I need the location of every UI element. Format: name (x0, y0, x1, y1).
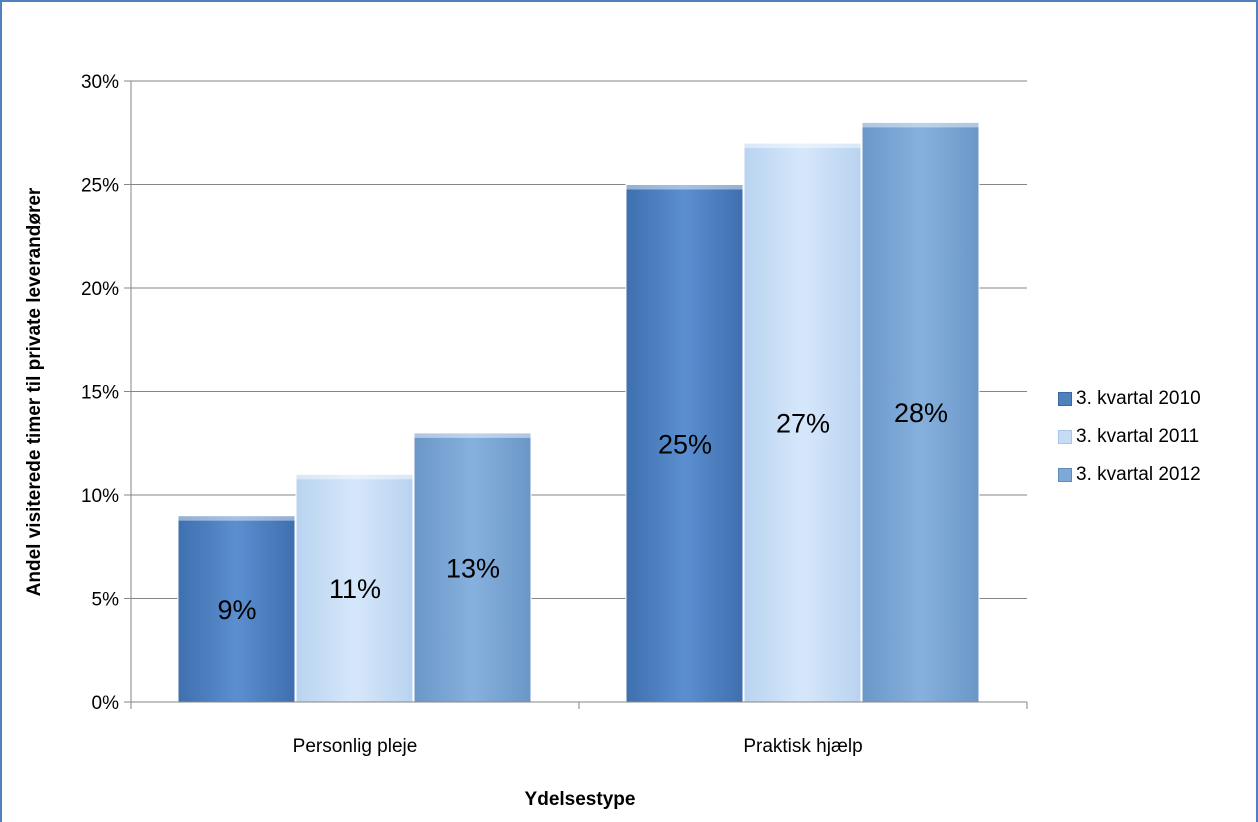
x-axis-title: Ydelsestype (525, 789, 636, 810)
x-category-label: Praktisk hjælp (743, 736, 862, 757)
data-label: 11% (329, 574, 381, 604)
bar-2010-personlig-pleje (177, 515, 296, 703)
bar-bevel (414, 432, 531, 438)
bar-bevel (744, 143, 861, 149)
bar-2012-praktisk-hjaelp (861, 121, 980, 703)
legend-label-2010: 3. kvartal 2010 (1076, 388, 1201, 409)
bar-bevel (296, 474, 413, 480)
legend-swatch-2011 (1058, 430, 1072, 444)
data-label: 25% (658, 429, 712, 459)
legend-item-2010: 3. kvartal 2010 (1058, 386, 1248, 412)
y-tick-label: 15% (81, 383, 119, 404)
bar-2011-praktisk-hjaelp (743, 142, 862, 703)
y-tick-label: 30% (81, 72, 119, 93)
legend-swatch-2012 (1058, 468, 1072, 482)
bar-bevel (178, 515, 295, 521)
bar-bevel (862, 122, 979, 128)
y-tick-label: 25% (81, 176, 119, 197)
y-axis-title: Andel visiterede timer til private lever… (24, 187, 45, 596)
legend-label-2012: 3. kvartal 2012 (1076, 464, 1201, 485)
y-tick-label: 20% (81, 279, 119, 300)
bar-2011-personlig-pleje (295, 473, 414, 703)
data-label: 28% (894, 398, 948, 428)
x-category-label: Personlig pleje (293, 736, 418, 757)
y-tick-label: 0% (92, 693, 120, 714)
y-tick-label: 5% (92, 590, 120, 611)
legend-label-2011: 3. kvartal 2011 (1076, 426, 1200, 447)
data-label: 13% (446, 553, 500, 583)
legend-item-2012: 3. kvartal 2012 (1058, 462, 1248, 488)
data-label: 9% (217, 595, 256, 625)
legend-swatch-2010 (1058, 392, 1072, 406)
bar-2012-personlig-pleje (413, 432, 532, 703)
y-tick-label: 10% (81, 486, 119, 507)
legend-item-2011: 3. kvartal 2011 (1058, 424, 1248, 450)
bar-bevel (626, 184, 743, 190)
legend: 3. kvartal 2010 3. kvartal 2011 3. kvart… (1058, 386, 1248, 500)
data-label: 27% (776, 409, 830, 439)
